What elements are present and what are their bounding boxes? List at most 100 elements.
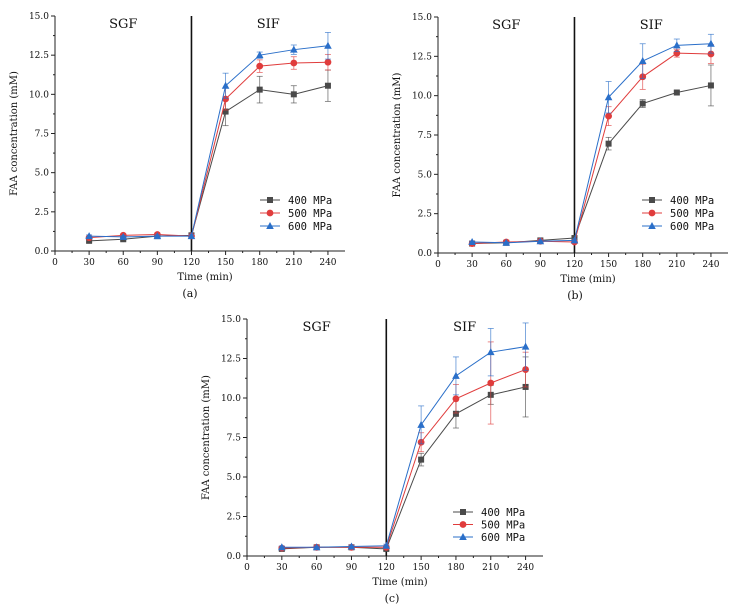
y-tick-label: 0.0	[35, 247, 50, 257]
data-point	[222, 108, 229, 115]
data-point	[452, 410, 459, 417]
series-line	[472, 52, 711, 245]
data-point	[605, 140, 612, 147]
x-tick-label: 0	[52, 258, 58, 268]
legend-entry: 600 MPa	[642, 221, 714, 233]
y-tick-label: 5.0	[227, 473, 242, 483]
data-point	[673, 41, 681, 49]
x-tick-label: 90	[535, 260, 547, 270]
legend-label: 600 MPa	[288, 221, 332, 233]
y-tick-label: 12.5	[412, 52, 432, 62]
x-tick-label: 30	[83, 258, 95, 268]
data-point	[638, 57, 647, 65]
data-point	[468, 237, 476, 245]
data-point	[418, 456, 425, 463]
data-point	[324, 58, 332, 66]
x-tick-label: 90	[346, 563, 358, 573]
data-point	[187, 232, 196, 240]
data-point	[521, 342, 530, 350]
x-tick-label: 240	[319, 258, 336, 268]
data-point	[673, 89, 680, 96]
region-label-sif: SIF	[453, 320, 476, 335]
legend-entry: 600 MPa	[260, 221, 332, 233]
legend-label: 500 MPa	[288, 208, 332, 220]
data-point	[222, 95, 229, 103]
x-tick-label: 120	[566, 260, 583, 270]
x-tick-label: 60	[118, 258, 130, 268]
x-tick-label: 90	[152, 258, 164, 268]
legend-marker	[460, 509, 466, 515]
x-tick-label: 0	[435, 260, 441, 270]
legend-label: 500 MPa	[670, 208, 714, 220]
data-point	[278, 543, 286, 551]
y-tick-label: 12.5	[221, 355, 241, 365]
x-tick-label: 180	[634, 260, 651, 270]
legend-entry: 500 MPa	[260, 208, 332, 220]
legend-entry: 400 MPa	[642, 195, 714, 207]
chart-panel-b: 0 30 60 90 120 150 180 210 240 0.0 2.5 5.0 7.5 10.0 12…	[392, 13, 728, 302]
y-tick-label: 2.5	[418, 210, 433, 220]
y-tick-label: 15.0	[412, 13, 432, 23]
data-point	[502, 238, 511, 246]
y-tick-label: 0.0	[227, 552, 242, 562]
y-tick-label: 15.0	[29, 12, 49, 22]
legend-marker	[267, 197, 273, 203]
data-point	[312, 543, 321, 551]
legend-label: 600 MPa	[481, 532, 525, 544]
data-point	[119, 232, 128, 240]
legend-entry: 400 MPa	[453, 507, 525, 519]
legend-label: 400 MPa	[670, 195, 714, 207]
chart-panel-a: 0 30 60 90 120 150 180 210 240 0.0 2.5 5.0 7.5 10.0 12…	[9, 12, 345, 300]
legend-marker	[266, 209, 274, 217]
x-tick-label: 210	[482, 563, 499, 573]
data-point	[85, 232, 93, 240]
data-point	[452, 395, 460, 403]
legend-entry: 400 MPa	[260, 195, 332, 207]
series-line	[89, 85, 329, 242]
region-label-sgf: SGF	[492, 18, 520, 33]
y-tick-label: 7.5	[35, 130, 50, 140]
legend-label: 600 MPa	[670, 221, 714, 233]
x-tick-label: 150	[217, 258, 234, 268]
y-tick-label: 7.5	[227, 434, 242, 444]
series-600-mpa	[278, 322, 530, 551]
x-tick-label: 0	[244, 563, 250, 573]
y-axis-label: FAA concentration (mM)	[201, 375, 212, 500]
x-tick-label: 60	[311, 563, 323, 573]
data-point	[324, 41, 332, 49]
data-point	[324, 82, 331, 89]
data-point	[255, 51, 264, 59]
data-point	[256, 62, 264, 70]
legend-label: 400 MPa	[288, 195, 332, 207]
data-point	[487, 379, 495, 387]
data-point	[382, 541, 391, 549]
region-label-sif: SIF	[640, 18, 663, 33]
chart-panel-c: 0 30 60 90 120 150 180 210 240 0.0 2.5 5.0 7.5 10.0 12…	[201, 315, 543, 605]
region-label-sgf: SGF	[302, 320, 330, 335]
data-point	[153, 232, 162, 240]
y-tick-label: 2.5	[35, 208, 50, 218]
x-tick-label: 210	[668, 260, 685, 270]
series-600-mpa	[85, 32, 332, 240]
y-tick-label: 5.0	[418, 170, 433, 180]
panel-caption: (c)	[385, 592, 400, 605]
panel-caption: (a)	[182, 287, 197, 300]
y-tick-label: 2.5	[227, 513, 242, 523]
y-tick-label: 10.0	[412, 92, 432, 102]
panel-caption: (b)	[567, 289, 583, 302]
data-point	[452, 371, 460, 379]
legend-marker	[648, 222, 656, 229]
legend-marker	[649, 197, 655, 203]
y-tick-label: 12.5	[29, 51, 49, 61]
data-point	[486, 348, 495, 356]
legend-entry: 500 MPa	[453, 520, 525, 532]
x-tick-label: 150	[600, 260, 617, 270]
series-line	[89, 45, 328, 238]
data-point	[417, 420, 425, 428]
x-tick-label: 60	[501, 260, 513, 270]
data-point	[290, 91, 297, 98]
data-point	[290, 59, 298, 67]
data-point	[604, 93, 613, 101]
data-point	[605, 112, 612, 120]
